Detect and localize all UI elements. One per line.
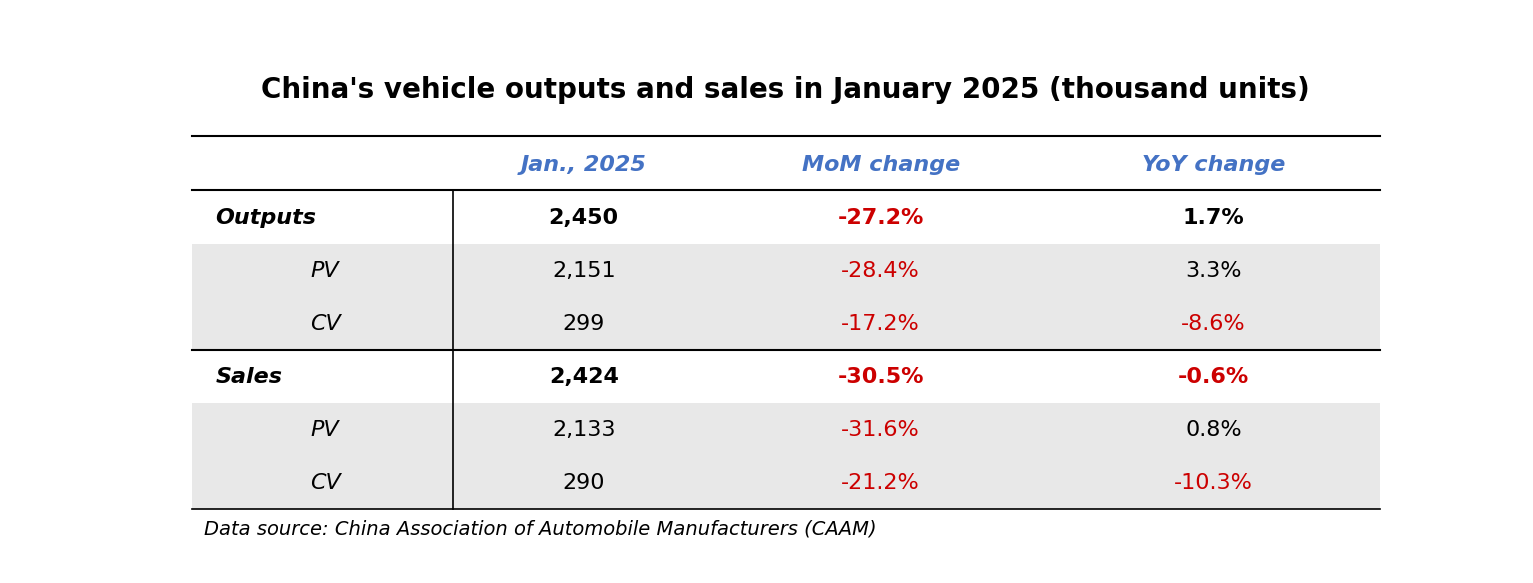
Text: 2,133: 2,133 xyxy=(552,420,615,440)
Text: -17.2%: -17.2% xyxy=(842,314,920,333)
Text: -8.6%: -8.6% xyxy=(1180,314,1246,333)
Text: -21.2%: -21.2% xyxy=(842,472,920,493)
Text: -31.6%: -31.6% xyxy=(842,420,920,440)
Text: CV: CV xyxy=(310,314,342,333)
Text: -10.3%: -10.3% xyxy=(1174,472,1252,493)
Text: 2,151: 2,151 xyxy=(552,261,616,280)
Text: Outputs: Outputs xyxy=(215,208,316,227)
Bar xyxy=(192,297,1380,350)
Text: -0.6%: -0.6% xyxy=(1177,367,1249,387)
Text: MoM change: MoM change xyxy=(802,155,960,175)
Text: 290: 290 xyxy=(563,472,606,493)
Text: Data source: China Association of Automobile Manufacturers (CAAM): Data source: China Association of Automo… xyxy=(204,519,877,539)
Text: CV: CV xyxy=(310,472,342,493)
Text: 1.7%: 1.7% xyxy=(1182,208,1245,227)
Bar xyxy=(192,456,1380,509)
Text: PV: PV xyxy=(310,420,339,440)
Text: 3.3%: 3.3% xyxy=(1185,261,1242,280)
Text: 0.8%: 0.8% xyxy=(1185,420,1242,440)
Text: YoY change: YoY change xyxy=(1142,155,1285,175)
Text: -30.5%: -30.5% xyxy=(837,367,924,387)
Bar xyxy=(192,403,1380,456)
Text: -27.2%: -27.2% xyxy=(837,208,924,227)
Text: -28.4%: -28.4% xyxy=(842,261,920,280)
Text: 2,450: 2,450 xyxy=(549,208,619,227)
Text: PV: PV xyxy=(310,261,339,280)
Text: 299: 299 xyxy=(563,314,606,333)
Text: Jan., 2025: Jan., 2025 xyxy=(521,155,647,175)
Bar xyxy=(192,244,1380,297)
Text: Sales: Sales xyxy=(215,367,282,387)
Text: 2,424: 2,424 xyxy=(549,367,619,387)
Text: China's vehicle outputs and sales in January 2025 (thousand units): China's vehicle outputs and sales in Jan… xyxy=(261,76,1311,104)
